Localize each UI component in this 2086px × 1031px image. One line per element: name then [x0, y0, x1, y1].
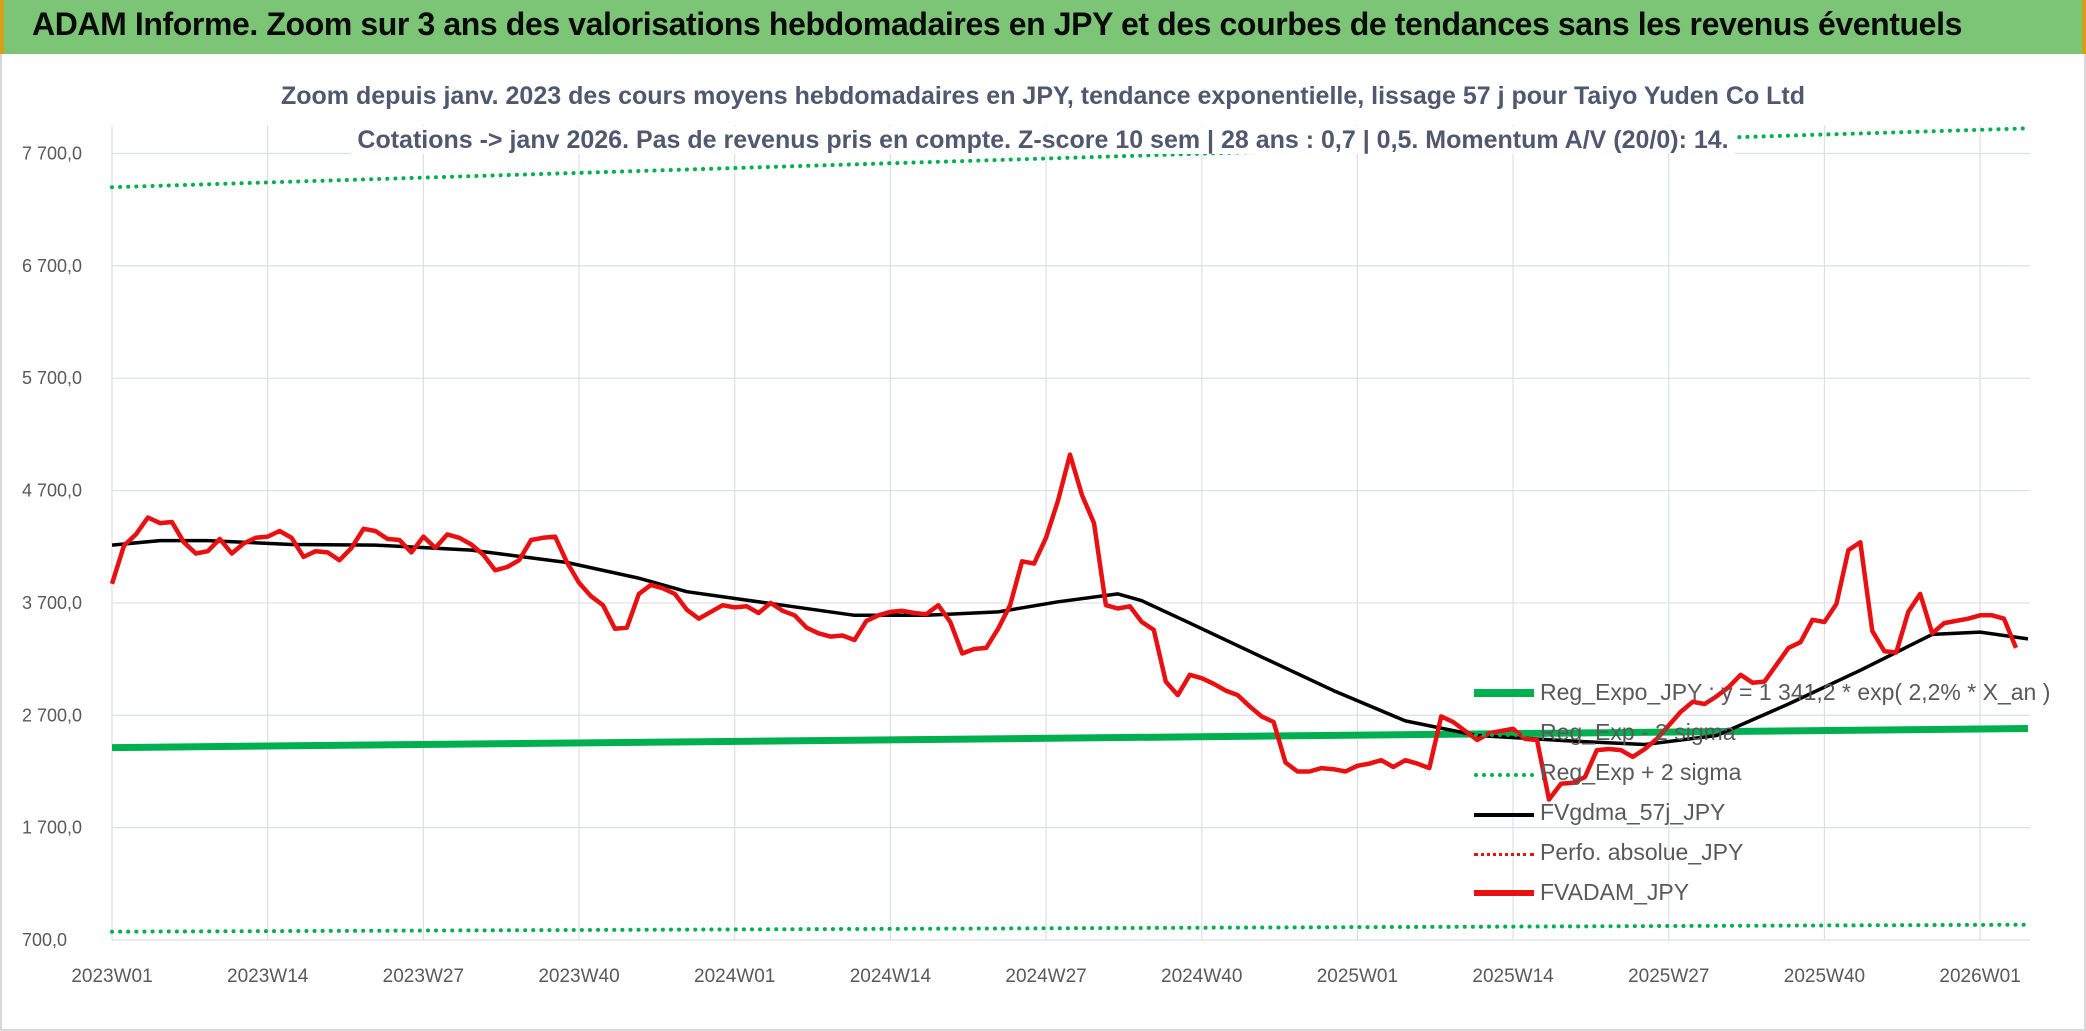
- y-tick-label: 2 700,0: [22, 705, 82, 725]
- chart-subtitle-line2-text: Cotations -> janv 2026. Pas de revenus p…: [351, 126, 1735, 154]
- y-tick-label: 4 700,0: [22, 481, 82, 501]
- y-tick-label: 7 700,0: [22, 143, 82, 163]
- x-tick-label: 2026W01: [1939, 966, 2020, 987]
- x-tick-label: 2023W01: [71, 966, 152, 987]
- legend-swatch-reg-plus: [1474, 773, 1534, 777]
- y-tick-label: 3 700,0: [22, 593, 82, 613]
- gridlines: [111, 125, 2030, 941]
- chart-legend: Reg_Expo_JPY : y = 1 341,2 * exp( 2,2% *…: [1474, 674, 2050, 914]
- legend-label-price: FVADAM_JPY: [1540, 879, 1690, 905]
- legend-item-sma: FVgdma_57j_JPY: [1474, 794, 2034, 834]
- x-tick-label: 2024W40: [1161, 966, 1242, 987]
- legend-item-reg-expo: Reg_Expo_JPY : y = 1 341,2 * exp( 2,2% *…: [1474, 674, 2050, 714]
- x-tick-label: 2025W01: [1317, 966, 1398, 987]
- series-line-sma: [111, 538, 2029, 747]
- y-axis-ticks: 7 700,0 6 700,0 5 700,0 4 700,0 3 700,0 2 700…: [22, 143, 82, 950]
- series-line-price: [109, 452, 2019, 802]
- legend-item-reg-minus: Reg_Exp - 2 sigma: [1474, 714, 2034, 754]
- y-tick-label: 5 700,0: [22, 368, 82, 388]
- legend-swatch-reg-minus: [1474, 733, 1534, 737]
- series-line-reg-minus: [110, 922, 2030, 934]
- legend-label-reg-plus: Reg_Exp + 2 sigma: [1540, 759, 1742, 785]
- chart-frame: [0, 54, 2086, 1031]
- legend-label-perfo: Perfo. absolue_JPY: [1540, 839, 1744, 865]
- legend-label-sma: FVgdma_57j_JPY: [1540, 799, 1726, 825]
- chart-subtitle-line1-text: Zoom depuis janv. 2023 des cours moyens …: [274, 82, 1812, 110]
- x-tick-label: 2025W14: [1472, 966, 1554, 987]
- legend-swatch-sma: [1474, 813, 1534, 817]
- report-title: ADAM Informe. Zoom sur 3 ans des valoris…: [32, 6, 1962, 42]
- x-tick-label: 2023W40: [538, 966, 619, 987]
- x-tick-label: 2025W27: [1628, 966, 1709, 987]
- chart-subtitle-line2: Cotations -> janv 2026. Pas de revenus p…: [0, 126, 2086, 155]
- x-tick-label: 2024W27: [1005, 966, 1086, 987]
- y-tick-label: 6 700,0: [22, 256, 82, 276]
- x-tick-label: 2024W01: [694, 966, 775, 987]
- x-tick-label: 2024W14: [850, 966, 932, 987]
- legend-label-reg-minus: Reg_Exp - 2 sigma: [1540, 719, 1736, 745]
- chart-subtitle-line1: Zoom depuis janv. 2023 des cours moyens …: [0, 82, 2086, 111]
- legend-item-perfo: Perfo. absolue_JPY: [1474, 834, 2034, 874]
- legend-swatch-price: [1474, 890, 1534, 896]
- y-tick-label: 700,0: [22, 930, 67, 950]
- legend-swatch-perfo: [1474, 853, 1534, 856]
- x-tick-label: 2023W14: [227, 966, 309, 987]
- x-tick-label: 2025W40: [1784, 966, 1865, 987]
- x-axis-ticks: 2023W01 2023W14 2023W27 2023W40 2024W01 2024W…: [71, 966, 2020, 987]
- y-tick-label: 1 700,0: [22, 818, 82, 838]
- series-line-reg-expo: [111, 725, 2029, 752]
- legend-label-reg-expo: Reg_Expo_JPY : y = 1 341,2 * exp( 2,2% *…: [1540, 679, 2051, 705]
- legend-item-reg-plus: Reg_Exp + 2 sigma: [1474, 754, 2034, 794]
- legend-item-price: FVADAM_JPY: [1474, 874, 2034, 914]
- legend-swatch-reg-expo: [1474, 689, 1534, 697]
- x-tick-label: 2023W27: [383, 966, 464, 987]
- report-banner: ADAM Informe. Zoom sur 3 ans des valoris…: [0, 0, 2086, 54]
